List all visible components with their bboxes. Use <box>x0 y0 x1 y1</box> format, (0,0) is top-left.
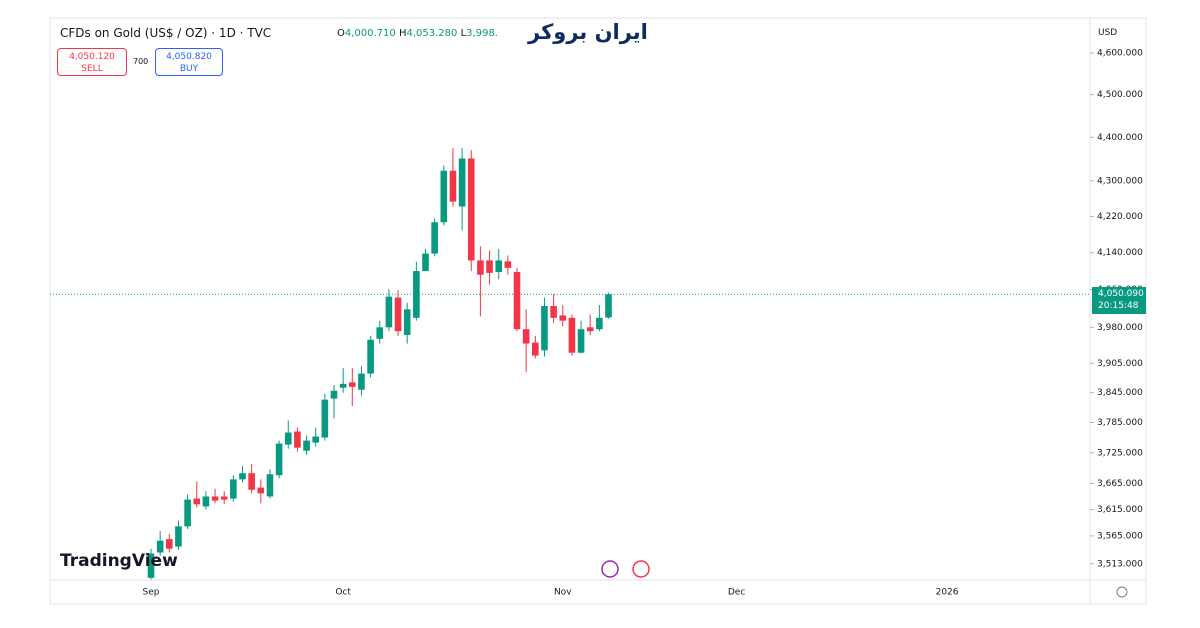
symbol-title: CFDs on Gold (US$ / OZ) · 1D · TVC <box>60 26 272 40</box>
candle-body <box>532 342 539 356</box>
candle-body <box>467 158 475 261</box>
candle-body <box>275 443 283 476</box>
y-tick-label: 4,500.000 <box>1097 90 1143 100</box>
candle-body <box>349 382 356 387</box>
candle-body <box>156 540 164 553</box>
y-tick-label: 3,845.000 <box>1097 388 1143 398</box>
ohlc-label: O <box>337 28 345 39</box>
candle-body <box>477 260 484 275</box>
candle-body <box>239 473 246 480</box>
x-tick-label: Dec <box>728 588 745 598</box>
candle-body <box>458 158 466 207</box>
candle-body <box>495 260 502 272</box>
candle-body <box>303 440 310 451</box>
candle-body <box>147 553 155 578</box>
buy-label: BUY <box>179 64 199 74</box>
candles <box>147 148 612 580</box>
candle-body <box>596 317 603 330</box>
candle-body <box>522 329 530 344</box>
candle-body <box>559 315 567 321</box>
candle-body <box>266 474 274 497</box>
ohlc: O4,000.710 H4,053.280 L3,998. <box>337 28 498 39</box>
event-icon[interactable] <box>632 560 650 578</box>
event-icon[interactable] <box>601 560 619 578</box>
x-tick-label: 2026 <box>936 588 959 598</box>
y-tick-label: 3,725.000 <box>1097 448 1143 458</box>
y-tick-label: 4,140.000 <box>1097 248 1143 258</box>
countdown: 20:15:48 <box>1098 301 1139 311</box>
y-tick-label: 4,600.000 <box>1097 49 1143 59</box>
candle-body <box>211 496 219 501</box>
y-tick-label: 3,565.000 <box>1097 531 1143 541</box>
currency[interactable]: USD <box>1098 28 1118 38</box>
candle-body <box>330 390 338 399</box>
candle-body <box>248 473 255 490</box>
candle-body <box>312 436 319 443</box>
y-tick-label: 4,400.000 <box>1097 133 1143 143</box>
spread: 700 <box>133 57 149 66</box>
settings-icon[interactable] <box>1116 586 1128 598</box>
ohlc-label: H <box>398 28 407 39</box>
ohlc-value: 4,000.710 <box>344 28 396 39</box>
last-price-tag: 4,050.090 20:15:48 <box>1092 287 1146 314</box>
y-tick-label: 4,220.000 <box>1097 212 1143 222</box>
y-tick-label: 3,905.000 <box>1097 359 1143 369</box>
candle-body <box>193 498 201 505</box>
buy-price: 4,050.820 <box>166 52 212 62</box>
y-tick-label: 3,665.000 <box>1097 479 1143 489</box>
candle-body <box>550 306 557 318</box>
candle-body <box>577 329 585 353</box>
y-tick-label: 3,980.000 <box>1097 323 1143 333</box>
candle-body <box>431 222 438 254</box>
candle-body <box>166 539 173 549</box>
candle-body <box>202 496 210 507</box>
candle-body <box>422 253 429 272</box>
candle-body <box>339 383 347 388</box>
watermark: ایران بروکر <box>528 20 648 44</box>
candle-body <box>184 499 191 527</box>
logo: TradingView <box>60 551 178 571</box>
candle-body <box>413 271 420 318</box>
candle-body <box>486 260 493 273</box>
candle-body <box>394 297 402 332</box>
sell-button[interactable]: 4,050.120 SELL <box>57 48 127 76</box>
sell-label: SELL <box>81 64 103 74</box>
candle-body <box>358 373 365 390</box>
candle-body <box>230 479 237 499</box>
y-tick-label: 3,513.000 <box>1097 559 1143 569</box>
chart-frame <box>49 17 1147 605</box>
sell-price: 4,050.120 <box>69 52 115 62</box>
x-tick-label: Nov <box>554 588 572 598</box>
ohlc-value: 3,998. <box>466 28 498 39</box>
y-tick-label: 3,785.000 <box>1097 418 1143 428</box>
x-tick-label: Oct <box>335 588 351 598</box>
y-tick-label: 3,615.000 <box>1097 505 1143 515</box>
candle-body <box>568 317 576 353</box>
candle-body <box>367 339 374 374</box>
candle-body <box>541 306 548 351</box>
candle-body <box>586 327 594 332</box>
candle-body <box>449 170 457 202</box>
candle-body <box>385 296 393 328</box>
candle-body <box>175 526 182 547</box>
candle-body <box>376 327 384 339</box>
y-tick-label: 4,300.000 <box>1097 176 1143 186</box>
candle-body <box>605 294 612 318</box>
x-tick-label: Sep <box>143 588 160 598</box>
candle-body <box>294 431 301 448</box>
candle-body <box>321 399 329 438</box>
candle-body <box>504 261 512 268</box>
ohlc-value: 4,053.280 <box>406 28 458 39</box>
candle-body <box>257 487 265 494</box>
candle-body <box>513 271 521 330</box>
candle-body <box>284 432 292 445</box>
candle-body <box>440 170 448 223</box>
buy-button[interactable]: 4,050.820 BUY <box>155 48 223 76</box>
last-price: 4,050.090 <box>1098 289 1144 299</box>
ohlc-label: L <box>460 28 467 39</box>
candle-body <box>220 496 228 500</box>
candle-body <box>403 309 411 335</box>
